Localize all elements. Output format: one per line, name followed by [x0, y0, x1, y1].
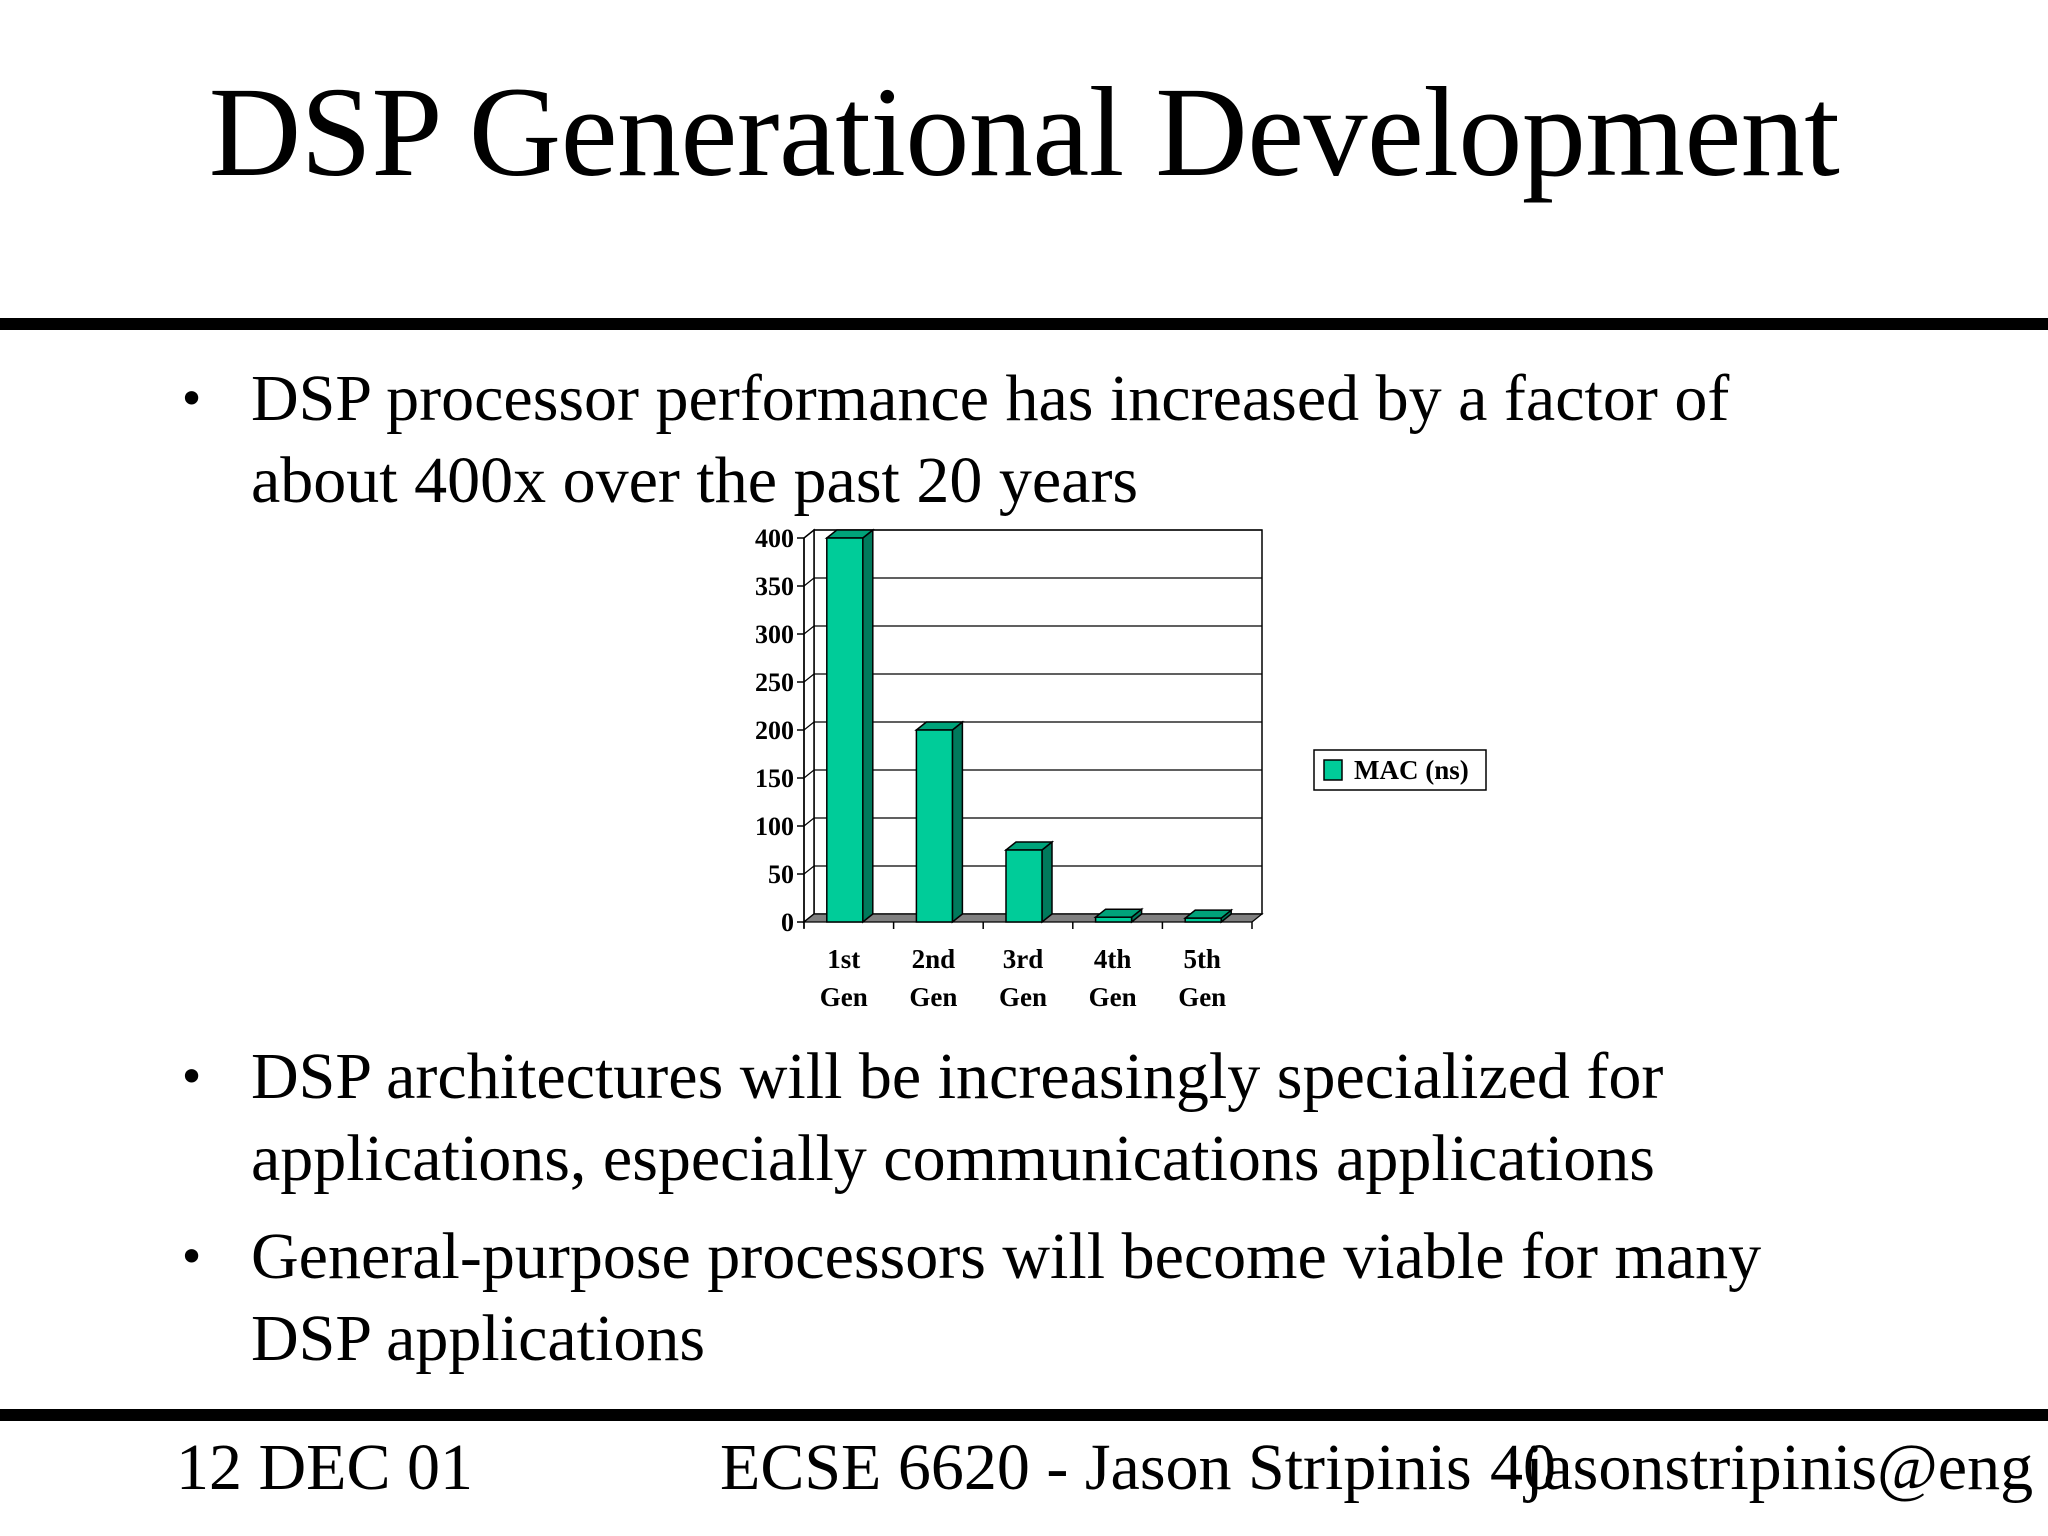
bar — [1094, 916, 1133, 923]
x-tick-label: Gen — [909, 982, 957, 1012]
bar-side — [951, 720, 964, 924]
gridline — [803, 673, 1262, 683]
bullet-text-line: applications, especially communications … — [251, 1122, 1655, 1195]
x-tick-label: 4th — [1094, 944, 1132, 974]
footer-page-number: 40 — [1490, 1431, 1556, 1504]
x-tick-label: 3rd — [1003, 944, 1044, 974]
legend-swatch — [1323, 759, 1343, 781]
y-tick-label: 200 — [755, 716, 794, 745]
gridline — [803, 625, 1262, 635]
x-tick-label: Gen — [999, 982, 1047, 1012]
y-tick-label: 50 — [768, 860, 794, 889]
mac-bar-chart: 0 50 100 150 200 250 300 350 400 1st Gen 2nd Gen 3rd G… — [755, 524, 1487, 1012]
x-tick-label: Gen — [820, 982, 868, 1012]
gridline — [803, 529, 1262, 539]
bullet-item-2: • DSP architectures will be increasingly… — [178, 1036, 1878, 1200]
y-tick-label: 300 — [755, 620, 794, 649]
bullet-marker: • — [178, 1050, 206, 1104]
gridline — [803, 817, 1262, 827]
footer-email: jasonstripinis@eng — [1525, 1431, 2034, 1504]
bullet-text-line: DSP processor performance has increased … — [251, 362, 1730, 435]
y-tick-label: 250 — [755, 668, 794, 697]
y-tick-label: 100 — [755, 812, 794, 841]
footer-course: ECSE 6620 - Jason Stripinis — [720, 1431, 1472, 1504]
bullet-marker: • — [178, 372, 206, 426]
bar — [1005, 849, 1043, 923]
footer-date: 12 DEC 01 — [176, 1431, 473, 1504]
gridline — [803, 865, 1262, 875]
bullet-item-3: • General-purpose processors will become… — [178, 1216, 1878, 1380]
x-tick-label: 2nd — [912, 944, 956, 974]
bar-side — [862, 528, 874, 924]
bar — [826, 537, 864, 923]
gridline — [803, 721, 1262, 731]
y-tick-label: 0 — [781, 908, 794, 937]
legend-label: MAC (ns) — [1354, 755, 1469, 785]
y-tick-label: 150 — [755, 764, 794, 793]
gridline — [803, 769, 1262, 779]
bullet-marker: • — [178, 1230, 206, 1284]
bullet-text-line: about 400x over the past 20 years — [251, 444, 1139, 517]
title-divider — [0, 318, 2048, 330]
x-tick-label: 5th — [1183, 944, 1221, 974]
x-tick-label: Gen — [1178, 982, 1226, 1012]
footer-divider — [0, 1409, 2048, 1421]
bullet-text-line: DSP architectures will be increasingly s… — [251, 1040, 1664, 1113]
bullet-text-line: General-purpose processors will become v… — [251, 1220, 1762, 1293]
bullet-item-1: • DSP processor performance has increase… — [178, 358, 1878, 522]
bar-side — [1041, 840, 1053, 924]
gridline — [803, 577, 1262, 587]
bar — [915, 729, 954, 923]
slide-title: DSP Generational Development — [208, 61, 1840, 203]
bar — [1184, 917, 1222, 923]
x-tick-label: Gen — [1089, 982, 1137, 1012]
x-tick-label: 1st — [827, 944, 860, 974]
y-tick-label: 400 — [755, 524, 794, 553]
bullet-text-line: DSP applications — [251, 1302, 706, 1375]
y-tick-label: 350 — [755, 572, 794, 601]
